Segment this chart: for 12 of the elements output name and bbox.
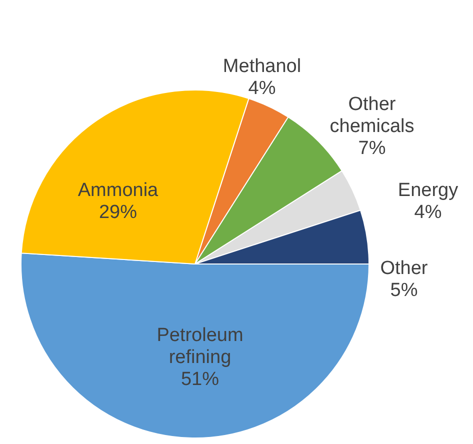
slice-label: Methanol [222,56,302,77]
data-label: 4% [248,78,276,99]
data-label: 29% [98,202,138,223]
data-label: 7% [358,138,386,159]
data-label: 4% [414,202,442,223]
data-label: 5% [390,280,418,301]
slice-label: Petroleum refining [156,325,244,368]
slice-label: Energy [398,180,459,201]
slice-label: Other chemicals [330,94,414,137]
data-label: 51% [180,369,220,390]
slice-label: Other [380,258,428,279]
slice-label: Ammonia [78,180,159,201]
